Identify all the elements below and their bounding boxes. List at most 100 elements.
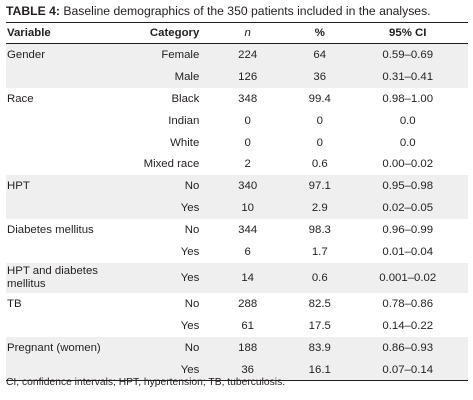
cell-variable <box>6 65 118 88</box>
cell-n: 288 <box>238 297 258 310</box>
header-n: n <box>203 22 293 44</box>
cell-percent: 16.1 <box>292 358 348 382</box>
table-row: Yes 61 17.5 0.14–0.22 <box>6 315 468 337</box>
cell-percent: 0.6 <box>311 158 328 171</box>
cell-percent: 64 <box>292 43 348 66</box>
header-category: Category <box>117 22 204 44</box>
table-row: Mixed race 2 0.6 0.00–0.02 <box>6 153 468 175</box>
cell-variable <box>6 358 118 382</box>
cell-n: 6 <box>244 245 251 258</box>
cell-category: Mixed race <box>143 158 200 171</box>
cell-percent: 17.5 <box>308 319 331 332</box>
cell-n: 61 <box>241 319 255 332</box>
table-row: Indian 0 0 0.0 <box>6 110 468 132</box>
cell-category: Yes <box>180 245 200 258</box>
table-row: Yes 10 2.9 0.02–0.05 <box>6 197 468 220</box>
cell-variable <box>6 110 118 132</box>
cell-ci: 0.00–0.02 <box>382 158 434 171</box>
cell-n: 10 <box>203 197 293 220</box>
table-row: White 0 0 0.0 <box>6 132 468 154</box>
cell-variable: Diabetes mellitus <box>7 224 94 237</box>
table-row: TB No 288 82.5 0.78–0.86 <box>6 293 468 315</box>
cell-n: 188 <box>203 336 293 359</box>
header-ci: 95% CI <box>347 22 468 44</box>
cell-category: Yes <box>117 358 204 382</box>
cell-ci: 0.96–0.99 <box>382 224 434 237</box>
cell-variable <box>6 241 118 263</box>
cell-ci: 0.31–0.41 <box>347 65 468 88</box>
table-header-row: Variable Category n % 95% CI <box>6 22 468 44</box>
cell-category: No <box>184 224 200 237</box>
header-variable: Variable <box>6 22 118 44</box>
cell-category: No <box>117 336 204 359</box>
cell-variable: TB <box>7 297 22 310</box>
cell-percent: 83.9 <box>292 336 348 359</box>
cell-ci: 0.95–0.98 <box>347 175 468 198</box>
cell-category: White <box>170 136 200 149</box>
cell-n: 344 <box>238 224 258 237</box>
cell-category: Yes <box>180 319 200 332</box>
table-row: Male 126 36 0.31–0.41 <box>6 65 468 88</box>
cell-ci: 0.001–0.02 <box>347 262 468 293</box>
cell-variable: Gender <box>6 43 118 66</box>
cell-ci: 0.86–0.93 <box>347 336 468 359</box>
cell-percent: 36 <box>292 65 348 88</box>
table-row: HPT and diabetes mellitus Yes 14 0.6 0.0… <box>6 262 468 293</box>
demographics-table: Variable Category n % 95% CI Gender Fema… <box>6 22 468 382</box>
cell-ci: 0.07–0.14 <box>347 358 468 382</box>
cell-percent: 97.1 <box>292 175 348 198</box>
cell-variable <box>6 132 118 154</box>
cell-percent: 82.5 <box>308 297 331 310</box>
cell-n: 224 <box>203 43 293 66</box>
table-caption-text: Baseline demographics of the 350 patient… <box>59 4 431 18</box>
cell-n: 340 <box>203 175 293 198</box>
cell-variable: Race <box>7 92 34 105</box>
header-percent: % <box>292 22 348 44</box>
cell-percent: 0 <box>316 114 323 127</box>
table-row: Pregnant (women) No 188 83.9 0.86–0.93 <box>6 336 468 359</box>
cell-percent: 0.6 <box>292 262 348 293</box>
cell-ci: 0.98–1.00 <box>382 92 434 105</box>
cell-percent: 2.9 <box>292 197 348 220</box>
cell-percent: 99.4 <box>308 92 331 105</box>
cell-n: 36 <box>203 358 293 382</box>
table-row: Gender Female 224 64 0.59–0.69 <box>6 43 468 66</box>
table-caption-label: TABLE 4: <box>6 4 60 18</box>
cell-ci: 0.01–0.04 <box>382 245 434 258</box>
cell-ci: 0.78–0.86 <box>382 297 434 310</box>
table-footnote: CI, confidence intervals; HPT, hypertens… <box>6 377 286 388</box>
cell-n: 126 <box>203 65 293 88</box>
cell-variable <box>6 315 118 337</box>
table-row: Yes 6 1.7 0.01–0.04 <box>6 241 468 263</box>
cell-category: No <box>117 175 204 198</box>
cell-variable: HPT <box>6 175 118 198</box>
table-row: Race Black 348 99.4 0.98–1.00 <box>6 88 468 110</box>
cell-category: No <box>184 297 200 310</box>
table-caption: TABLE 4: Baseline demographics of the 35… <box>6 3 468 19</box>
cell-n: 348 <box>238 92 258 105</box>
cell-variable: HPT and diabetes mellitus <box>6 262 118 293</box>
cell-percent: 1.7 <box>311 245 328 258</box>
cell-n: 0 <box>244 114 251 127</box>
cell-ci: 0.59–0.69 <box>347 43 468 66</box>
cell-category: Yes <box>117 197 204 220</box>
cell-ci: 0.02–0.05 <box>347 197 468 220</box>
cell-percent: 0 <box>316 136 323 149</box>
cell-category: Male <box>117 65 204 88</box>
cell-category: Yes <box>117 262 204 293</box>
cell-ci: 0.0 <box>399 136 416 149</box>
cell-category: Female <box>117 43 204 66</box>
cell-ci: 0.0 <box>399 114 416 127</box>
cell-n: 2 <box>244 158 251 171</box>
cell-n: 14 <box>203 262 293 293</box>
cell-variable <box>6 153 118 175</box>
cell-percent: 98.3 <box>308 224 331 237</box>
cell-n: 0 <box>244 136 251 149</box>
table-row: Diabetes mellitus No 344 98.3 0.96–0.99 <box>6 219 468 241</box>
cell-variable: Pregnant (women) <box>6 336 118 359</box>
cell-variable <box>6 197 118 220</box>
cell-category: Indian <box>168 114 200 127</box>
table-row: HPT No 340 97.1 0.95–0.98 <box>6 175 468 198</box>
cell-category: Black <box>171 92 200 105</box>
table-row: Yes 36 16.1 0.07–0.14 <box>6 358 468 382</box>
